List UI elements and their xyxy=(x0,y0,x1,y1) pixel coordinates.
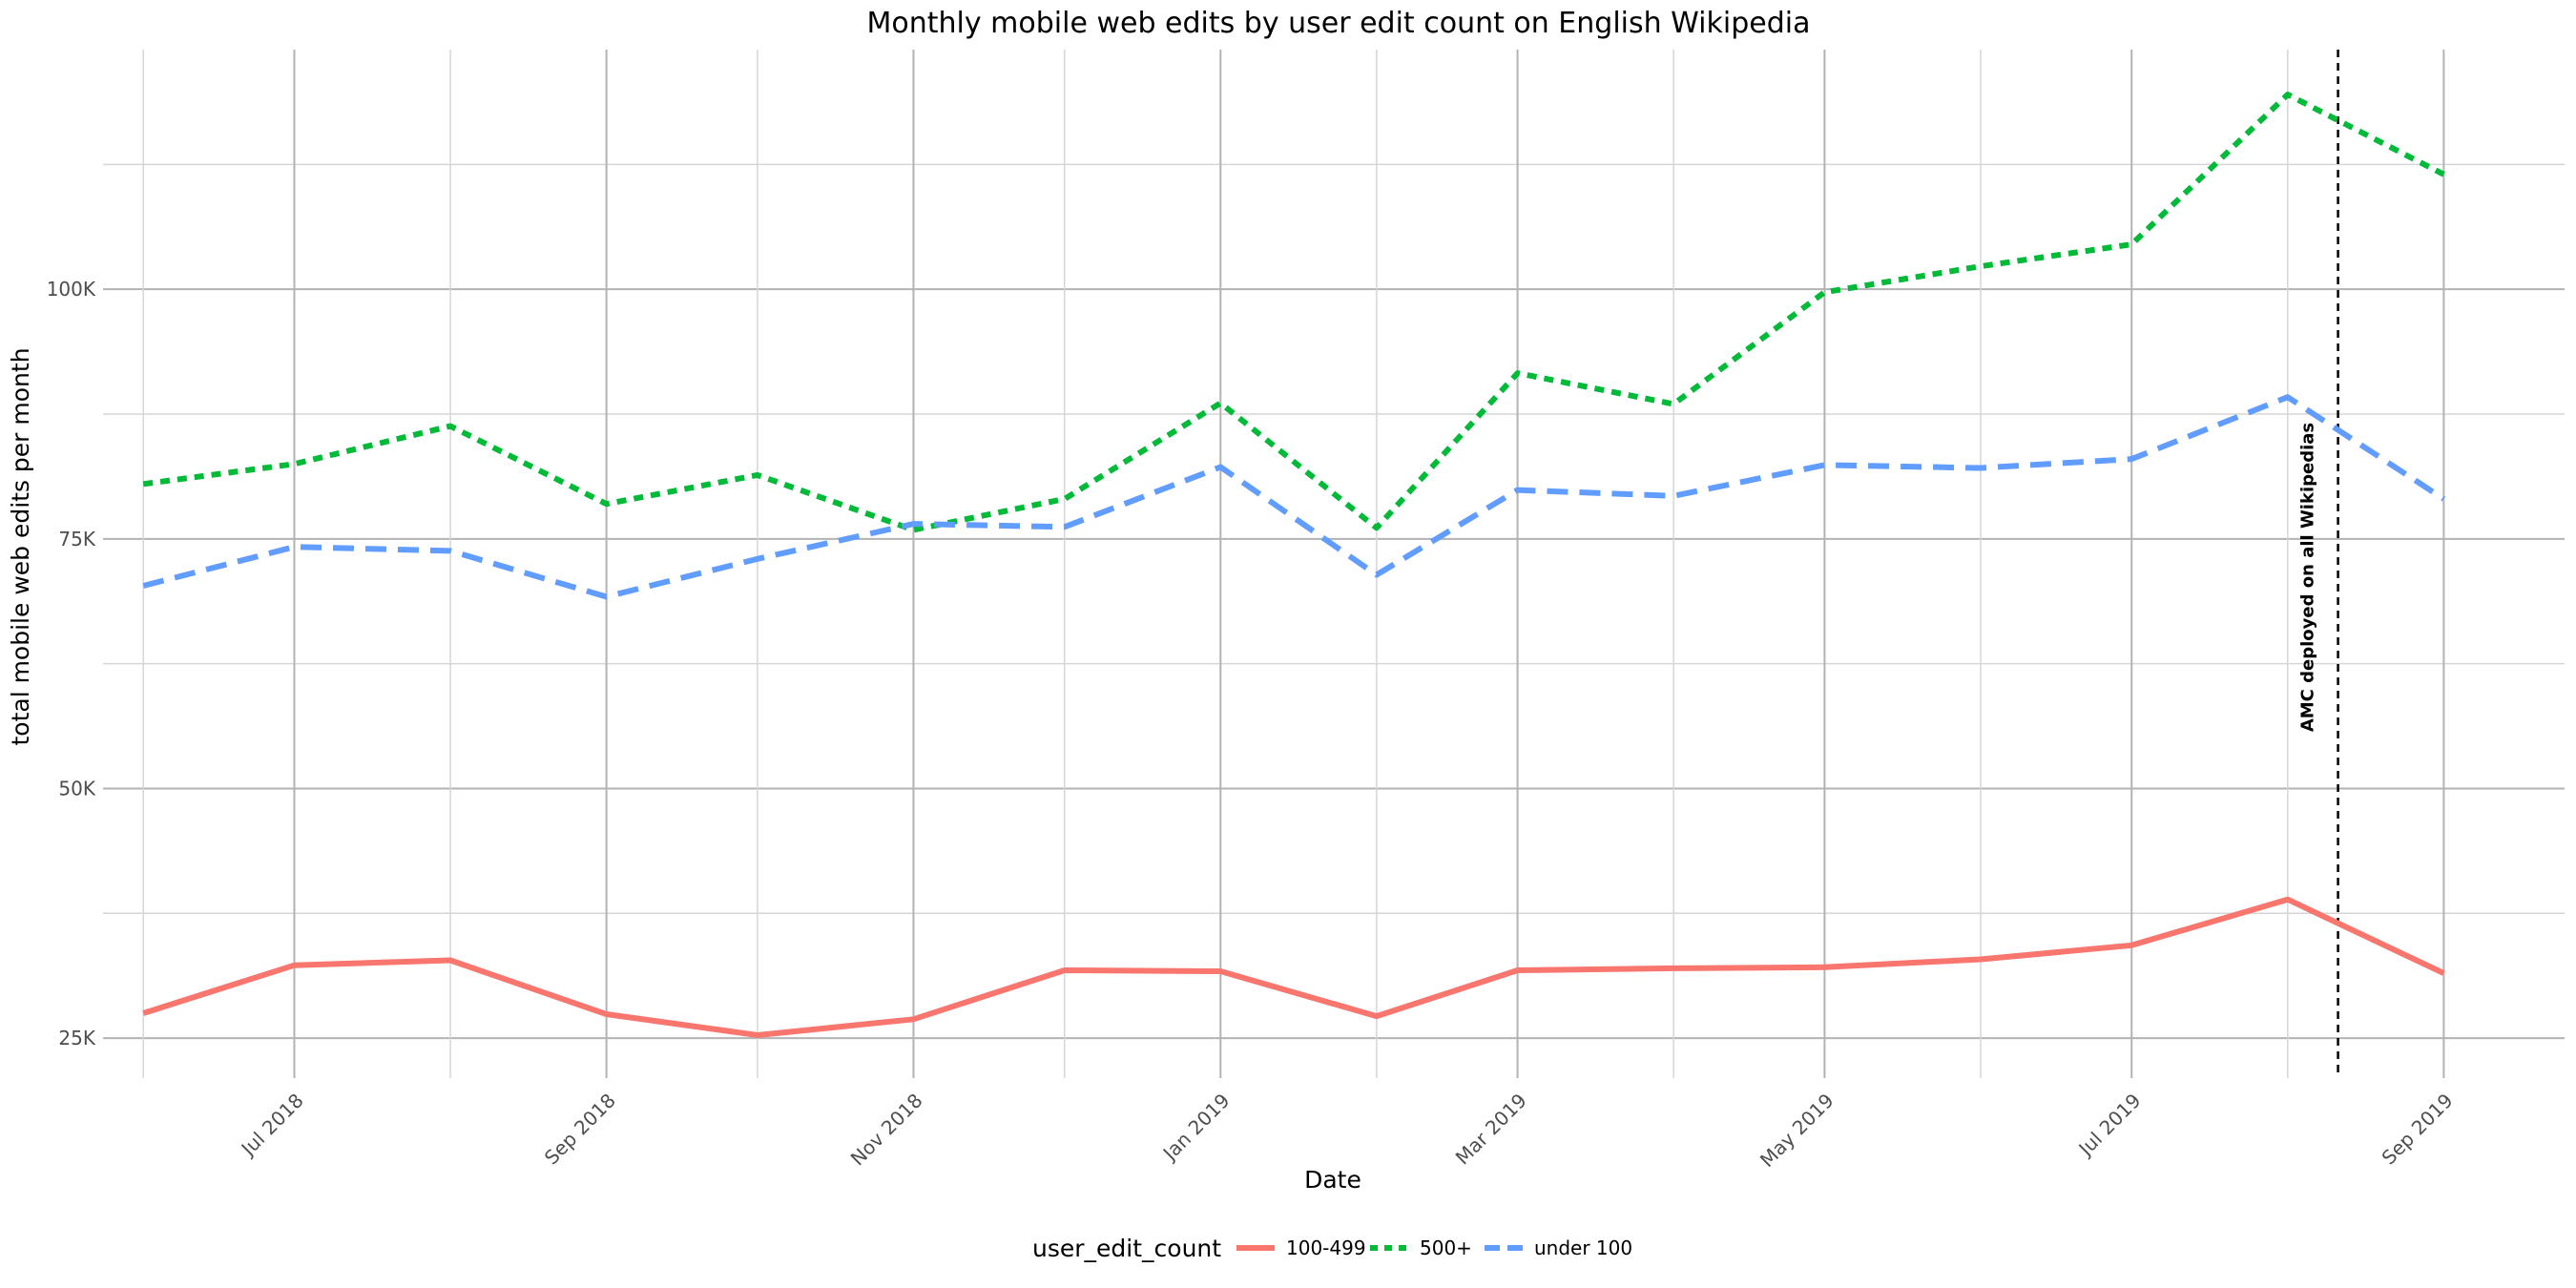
legend: user_edit_count 100-499 500+ under 100 xyxy=(1032,1235,1632,1262)
x-tick-label: May 2019 xyxy=(1755,1089,1839,1172)
series-line-100-499 xyxy=(142,896,2445,1038)
annotation-label: AMC deployed on all Wikipedias xyxy=(2298,423,2318,732)
y-tick-label: 100K xyxy=(47,278,96,301)
legend-label: 100-499 xyxy=(1286,1236,1366,1259)
y-tick-label: 25K xyxy=(58,1027,95,1049)
legend-label: under 100 xyxy=(1534,1236,1632,1259)
legend-label: 500+ xyxy=(1420,1236,1472,1259)
legend-title: user_edit_count xyxy=(1032,1235,1221,1262)
x-axis-ticks: Jul 2018 Sep 2018 Nov 2018 Jan 2019 Mar 2019… xyxy=(236,1089,2458,1172)
y-tick-label: 75K xyxy=(58,528,95,551)
series-line-under-100 xyxy=(142,394,2446,600)
x-tick-label: Jan 2019 xyxy=(1157,1089,1235,1166)
y-axis-ticks: 25K 50K 75K 100K xyxy=(47,278,96,1049)
chart-title: Monthly mobile web edits by user edit co… xyxy=(867,7,1811,40)
series-lines xyxy=(142,92,2446,1038)
x-tick-label: Jul 2019 xyxy=(2073,1089,2146,1161)
x-tick-label: Sep 2018 xyxy=(540,1089,620,1169)
x-tick-label: Mar 2019 xyxy=(1451,1089,1531,1169)
annotations: AMC deployed on all Wikipedias xyxy=(2298,50,2339,1078)
y-tick-label: 50K xyxy=(58,777,95,800)
x-tick-label: Jul 2018 xyxy=(236,1089,308,1161)
series-line-500- xyxy=(142,92,2445,533)
x-tick-label: Sep 2019 xyxy=(2378,1089,2458,1169)
y-axis-title: total mobile web edits per month xyxy=(7,347,34,745)
x-axis-title: Date xyxy=(1304,1166,1361,1194)
x-tick-label: Nov 2018 xyxy=(846,1089,927,1170)
gridlines xyxy=(103,50,2565,1078)
